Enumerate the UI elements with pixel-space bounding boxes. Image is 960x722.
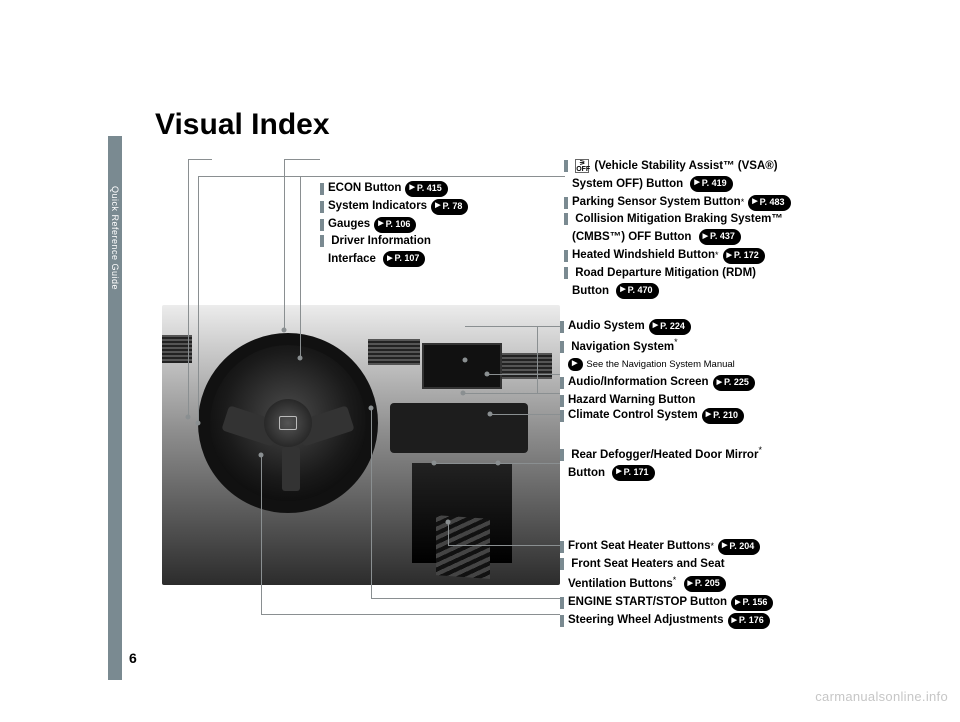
bullet-icon	[560, 449, 564, 461]
callout-label: Gauges	[328, 216, 370, 234]
callout-item: Steering Wheel Adjustments P. 176	[560, 612, 773, 630]
bullet-icon	[560, 395, 564, 407]
callout-label: (CMBS™) OFF Button	[572, 231, 691, 243]
callout-item: Heated Windshield Button* P. 172	[564, 247, 791, 265]
callout-label: Parking Sensor System Button	[572, 194, 741, 212]
bullet-icon	[560, 541, 564, 553]
callout-label: ENGINE START/STOP Button	[568, 594, 727, 612]
page-ref: P. 419	[690, 176, 732, 192]
page-ref: P. 437	[699, 229, 741, 245]
page-ref: P. 204	[718, 539, 760, 555]
callout-label: Collision Mitigation Braking System™	[575, 213, 783, 225]
page-ref: P. 107	[383, 251, 425, 267]
callout-label: Front Seat Heaters and Seat	[571, 558, 724, 570]
callout-label: Ventilation Buttons	[568, 578, 673, 590]
callout-label: Button	[572, 285, 609, 297]
bullet-icon	[564, 160, 568, 172]
callout-label: (Vehicle Stability Assist™ (VSA®)	[594, 160, 777, 172]
page-ref: P. 171	[612, 465, 654, 481]
page-ref: P. 210	[702, 408, 744, 424]
bullet-icon	[560, 615, 564, 627]
manual-page: Quick Reference Guide Visual Index 6	[0, 0, 960, 722]
bullet-icon	[560, 558, 564, 570]
page-ref: P. 78	[431, 199, 468, 215]
callout-label: Audio System	[568, 318, 645, 336]
callout-label: System OFF) Button	[572, 178, 683, 190]
bullet-icon	[564, 250, 568, 262]
bullet-icon	[564, 267, 568, 279]
page-ref: P. 224	[649, 319, 691, 335]
bullet-icon	[564, 197, 568, 209]
callout-label: Steering Wheel Adjustments	[568, 612, 724, 630]
callout-item: Front Seat Heater Buttons* P. 204	[560, 538, 773, 556]
bullet-icon	[320, 183, 324, 195]
callout-group-top-left: ECON Button P. 415 System Indicators P. …	[320, 180, 468, 269]
callout-item: Audio System P. 224	[560, 318, 755, 336]
bullet-icon	[560, 377, 564, 389]
callout-group-mid-c: Rear Defogger/Heated Door Mirror* Button…	[560, 444, 762, 482]
page-ref: P. 470	[616, 283, 658, 299]
callout-item: ENGINE START/STOP Button P. 156	[560, 594, 773, 612]
bullet-icon	[320, 201, 324, 213]
callout-label: Heated Windshield Button	[572, 247, 715, 265]
callout-label: Navigation System	[571, 341, 674, 353]
page-ref: P. 205	[684, 576, 726, 592]
callout-group-bottom: Front Seat Heater Buttons* P. 204 Front …	[560, 538, 773, 630]
callout-label: Road Departure Mitigation (RDM)	[575, 267, 756, 279]
page-ref: P. 483	[748, 195, 790, 211]
callout-note: See the Navigation System Manual	[586, 359, 734, 370]
callout-label: Interface	[328, 253, 376, 265]
callout-label: Button	[568, 467, 605, 479]
callout-item: Collision Mitigation Braking System™ (CM…	[564, 211, 791, 247]
page-ref: P. 176	[728, 613, 770, 629]
callout-label: Driver Information	[331, 235, 431, 247]
callout-item: Front Seat Heaters and Seat Ventilation …	[560, 556, 773, 594]
bullet-icon	[320, 235, 324, 247]
callout-label: System Indicators	[328, 198, 427, 216]
callout-group-mid-a: Audio System P. 224 Navigation System* S…	[560, 318, 755, 410]
page-ref: P. 156	[731, 595, 773, 611]
page-ref: P. 106	[374, 217, 416, 233]
callout-item: Audio/Information Screen P. 225	[560, 374, 755, 392]
callout-label: ECON Button	[328, 180, 401, 198]
callout-item: Climate Control System P. 210	[560, 407, 744, 425]
arrow-icon	[568, 358, 583, 371]
vsa-off-icon: ⚞OFF	[575, 159, 589, 173]
callout-label: Audio/Information Screen	[568, 374, 709, 392]
bullet-icon	[560, 341, 564, 353]
callout-item: ⚞OFF (Vehicle Stability Assist™ (VSA®) S…	[564, 158, 791, 194]
callout-item: ECON Button P. 415	[320, 180, 468, 198]
callout-item: Navigation System* See the Navigation Sy…	[560, 336, 755, 374]
callout-group-mid-b: Climate Control System P. 210	[560, 407, 744, 425]
callouts: ECON Button P. 415 System Indicators P. …	[0, 0, 960, 722]
callout-item: Gauges P. 106	[320, 216, 468, 234]
callout-item: System Indicators P. 78	[320, 198, 468, 216]
bullet-icon	[564, 213, 568, 225]
bullet-icon	[560, 597, 564, 609]
callout-label: Climate Control System	[568, 407, 698, 425]
bullet-icon	[560, 321, 564, 333]
watermark: carmanualsonline.info	[815, 689, 948, 704]
bullet-icon	[560, 410, 564, 422]
page-ref: P. 225	[713, 375, 755, 391]
page-ref: P. 172	[723, 248, 765, 264]
callout-item: Rear Defogger/Heated Door Mirror* Button…	[560, 444, 762, 482]
callout-item: Driver Information Interface P. 107	[320, 233, 468, 269]
bullet-icon	[320, 219, 324, 231]
callout-item: Parking Sensor System Button* P. 483	[564, 194, 791, 212]
callout-group-top-right: ⚞OFF (Vehicle Stability Assist™ (VSA®) S…	[564, 158, 791, 301]
callout-label: Rear Defogger/Heated Door Mirror	[571, 449, 758, 461]
callout-label: Front Seat Heater Buttons	[568, 538, 711, 556]
page-ref: P. 415	[405, 181, 447, 197]
callout-item: Road Departure Mitigation (RDM) Button P…	[564, 265, 791, 301]
